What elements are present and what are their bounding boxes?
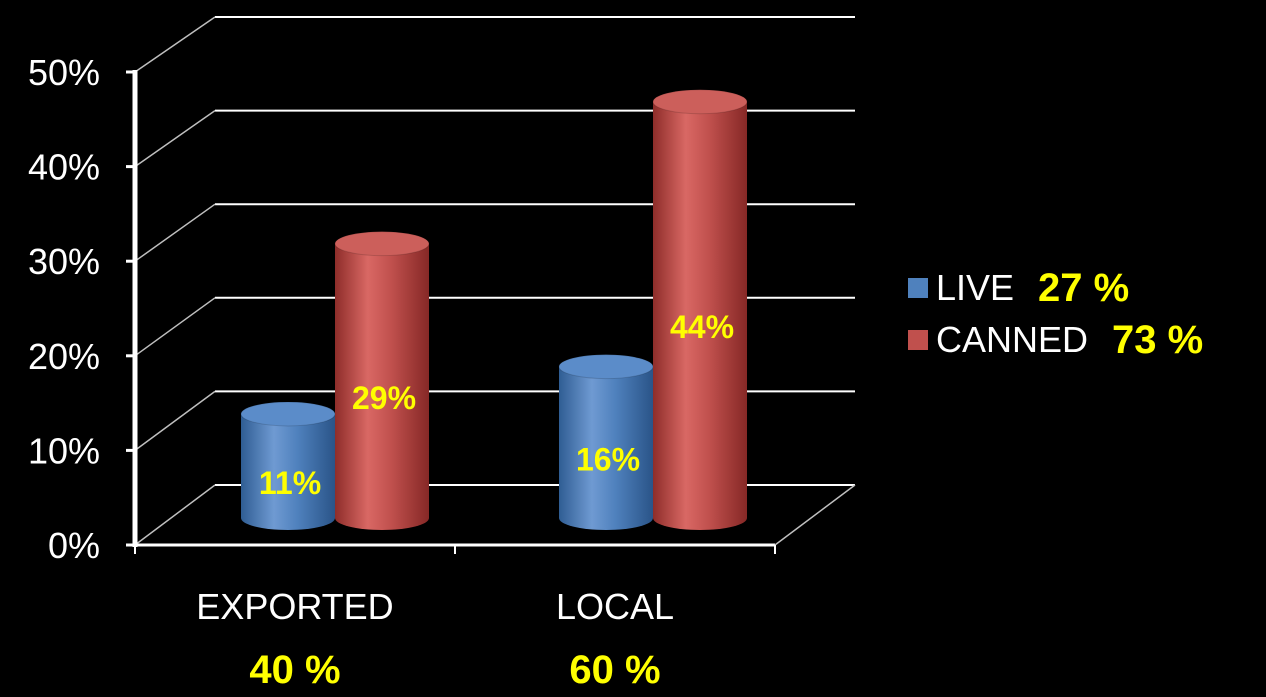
legend-swatch-live bbox=[908, 278, 928, 298]
y-tick-label: 40% bbox=[28, 147, 100, 188]
gridline-side bbox=[134, 297, 216, 357]
legend-item-live: LIVE 27 % bbox=[908, 262, 1203, 314]
legend: LIVE 27 % CANNED 73 % bbox=[908, 262, 1203, 366]
gridline-side bbox=[134, 484, 216, 546]
bar-canned-local bbox=[652, 89, 748, 530]
gridlines bbox=[134, 16, 855, 546]
legend-swatch-canned bbox=[908, 330, 928, 350]
y-tick-label: 30% bbox=[28, 241, 100, 282]
category-total: 60 % bbox=[569, 648, 660, 692]
data-label: 44% bbox=[670, 309, 734, 345]
bar-body bbox=[335, 243, 429, 530]
x-category-label: EXPORTED bbox=[196, 586, 393, 627]
bar-top bbox=[240, 401, 336, 427]
bars bbox=[240, 89, 748, 530]
data-label: 11% bbox=[259, 465, 321, 501]
gridline-side bbox=[134, 203, 216, 262]
gridline-side bbox=[134, 109, 216, 168]
y-tick-label: 0% bbox=[48, 525, 100, 566]
axes: 0% 10% 20% 30% 40% 50% EXPORTED 40 % LOCAL 60 % bbox=[28, 52, 856, 692]
bar-body bbox=[653, 101, 747, 530]
legend-label-canned: CANNED bbox=[936, 319, 1089, 360]
legend-total-canned: 73 % bbox=[1112, 317, 1204, 362]
y-tick-label: 10% bbox=[28, 430, 100, 471]
bar-top bbox=[652, 89, 748, 115]
category-total: 40 % bbox=[249, 648, 340, 692]
data-label: 29% bbox=[352, 380, 416, 416]
bar-top bbox=[334, 231, 430, 257]
bar-live-local bbox=[558, 354, 654, 530]
y-tick-label: 50% bbox=[28, 52, 100, 93]
y-tick-label: 20% bbox=[28, 336, 100, 377]
bar-canned-exported bbox=[334, 231, 430, 530]
labels: 11% 29% 16% 44% bbox=[259, 309, 734, 501]
legend-label-live: LIVE bbox=[936, 267, 1015, 308]
bar-body bbox=[241, 413, 335, 530]
bar-top bbox=[558, 354, 654, 380]
gridline-side bbox=[134, 390, 216, 452]
legend-item-canned: CANNED 73 % bbox=[908, 314, 1203, 366]
gridline-side bbox=[134, 16, 216, 73]
x-category-label: LOCAL bbox=[556, 586, 674, 627]
data-label: 16% bbox=[576, 441, 640, 477]
floor-edge bbox=[774, 484, 856, 546]
bar-body bbox=[559, 366, 653, 530]
bar-live-exported bbox=[240, 401, 336, 530]
legend-total-live: 27 % bbox=[1038, 265, 1130, 310]
